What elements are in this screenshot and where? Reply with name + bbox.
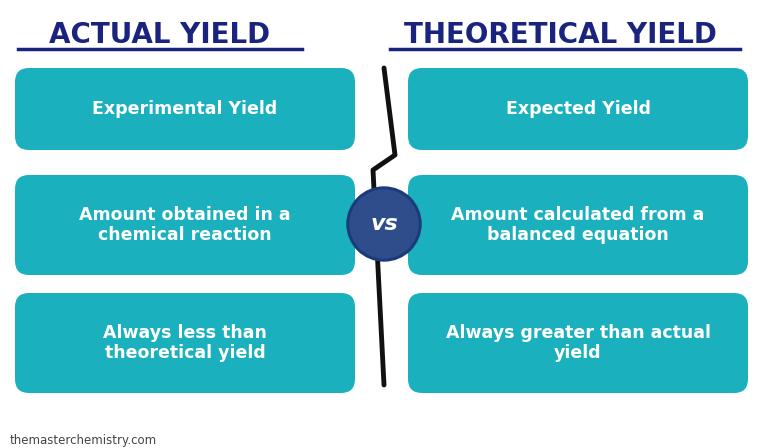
FancyBboxPatch shape — [15, 175, 355, 275]
Text: Always less than
theoretical yield: Always less than theoretical yield — [103, 323, 267, 362]
FancyBboxPatch shape — [408, 68, 748, 150]
Text: Experimental Yield: Experimental Yield — [92, 100, 277, 118]
Text: Expected Yield: Expected Yield — [505, 100, 650, 118]
Text: themasterchemistry.com: themasterchemistry.com — [10, 434, 157, 447]
FancyBboxPatch shape — [15, 293, 355, 393]
Text: Amount calculated from a
balanced equation: Amount calculated from a balanced equati… — [452, 206, 705, 245]
Text: vs: vs — [370, 214, 398, 234]
Circle shape — [347, 187, 421, 261]
Text: THEORETICAL YIELD: THEORETICAL YIELD — [403, 21, 717, 49]
Text: Amount obtained in a
chemical reaction: Amount obtained in a chemical reaction — [79, 206, 291, 245]
FancyBboxPatch shape — [15, 68, 355, 150]
FancyBboxPatch shape — [408, 293, 748, 393]
FancyBboxPatch shape — [408, 175, 748, 275]
Text: Always greater than actual
yield: Always greater than actual yield — [445, 323, 710, 362]
Circle shape — [350, 190, 418, 258]
Text: ACTUAL YIELD: ACTUAL YIELD — [49, 21, 270, 49]
